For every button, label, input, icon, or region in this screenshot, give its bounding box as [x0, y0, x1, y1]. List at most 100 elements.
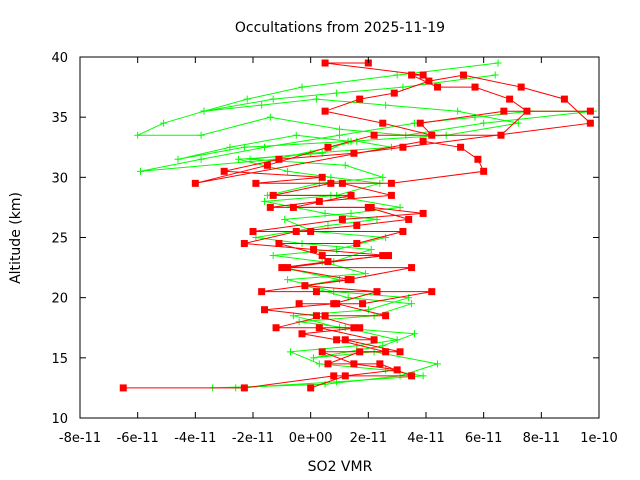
- data-point: [410, 330, 418, 338]
- data-point: [370, 131, 378, 139]
- data-point: [419, 209, 427, 217]
- data-point: [261, 197, 269, 205]
- data-point: [382, 234, 390, 241]
- data-point: [240, 240, 248, 248]
- data-point: [134, 131, 142, 139]
- data-point: [333, 378, 341, 386]
- x-tick-label: 0e+00: [289, 431, 333, 446]
- data-point: [338, 179, 346, 187]
- data-point: [419, 372, 427, 380]
- data-point: [301, 282, 309, 290]
- y-tick-label: 40: [51, 51, 68, 66]
- data-point: [292, 227, 300, 235]
- data-point: [474, 155, 482, 163]
- data-point: [197, 155, 205, 163]
- data-point: [318, 348, 326, 356]
- data-point: [408, 300, 416, 308]
- data-point: [307, 227, 315, 235]
- data-point: [457, 143, 465, 151]
- data-point: [278, 264, 286, 272]
- x-tick-label: 4e-11: [407, 431, 445, 446]
- data-point: [269, 191, 277, 199]
- data-point: [387, 179, 395, 187]
- data-point: [315, 324, 323, 332]
- data-point: [347, 276, 355, 284]
- data-point: [318, 252, 326, 260]
- data-point: [356, 324, 364, 332]
- data-point: [220, 167, 228, 175]
- data-point: [560, 95, 568, 103]
- y-tick-label: 20: [51, 292, 68, 307]
- data-point: [284, 276, 292, 284]
- data-point: [258, 101, 266, 109]
- x-tick-label: 6e-11: [465, 431, 503, 446]
- x-tick-label: 2e-11: [350, 431, 388, 446]
- data-point: [399, 227, 407, 235]
- data-point: [200, 107, 208, 115]
- data-point: [321, 209, 329, 217]
- y-tick-label: 30: [51, 171, 68, 186]
- data-point: [269, 95, 277, 103]
- data-point: [408, 264, 416, 272]
- y-tick-label: 25: [51, 232, 68, 247]
- data-point: [399, 143, 407, 151]
- data-point: [312, 95, 320, 103]
- data-point: [491, 71, 499, 79]
- data-point: [382, 366, 390, 374]
- data-point: [408, 71, 416, 79]
- data-point: [275, 240, 283, 248]
- data-point: [408, 372, 416, 380]
- data-point: [333, 89, 341, 97]
- ticks-layer: -8e-11 -6e-11 -4e-11 -2e-11 0e+00 2e-11 4e-11 6…: [51, 51, 617, 446]
- data-point: [269, 252, 277, 260]
- data-point: [405, 215, 413, 223]
- data-point: [497, 131, 505, 139]
- data-point: [252, 179, 260, 187]
- data-point: [396, 348, 404, 356]
- series-line: [123, 62, 528, 389]
- data-point: [333, 336, 341, 344]
- data-point: [310, 246, 318, 254]
- x-tick-label: -2e-11: [232, 431, 274, 446]
- data-point: [324, 258, 332, 266]
- series-layer: [119, 59, 597, 392]
- data-point: [347, 191, 355, 199]
- data-point: [275, 155, 283, 163]
- data-point: [235, 155, 243, 163]
- data-point: [137, 167, 145, 175]
- data-point: [379, 119, 387, 127]
- data-point: [514, 119, 522, 127]
- series-occultation-2: [220, 71, 594, 392]
- data-point: [298, 83, 306, 91]
- chart-title: Occultations from 2025-11-19: [235, 20, 445, 36]
- data-point: [379, 252, 387, 260]
- data-point: [263, 161, 271, 169]
- data-point: [197, 131, 205, 139]
- x-tick-label: -4e-11: [174, 431, 216, 446]
- data-point: [356, 95, 364, 103]
- data-point: [416, 119, 424, 127]
- data-point: [240, 384, 248, 392]
- data-point: [396, 203, 404, 211]
- data-point: [336, 125, 343, 133]
- y-tick-label: 10: [51, 412, 68, 427]
- data-point: [364, 59, 372, 67]
- data-point: [350, 324, 358, 332]
- data-point: [330, 372, 338, 380]
- data-point: [252, 234, 260, 241]
- x-tick-label: -8e-11: [59, 431, 101, 446]
- data-point: [321, 59, 329, 67]
- data-point: [240, 143, 248, 151]
- data-point: [243, 95, 251, 103]
- data-point: [310, 354, 318, 362]
- data-point: [119, 384, 127, 392]
- data-point: [364, 203, 372, 211]
- data-point: [500, 107, 508, 115]
- data-point: [281, 215, 289, 223]
- data-point: [480, 119, 488, 127]
- data-point: [373, 288, 381, 296]
- data-point: [428, 131, 436, 139]
- data-point: [428, 288, 436, 296]
- data-point: [390, 89, 398, 97]
